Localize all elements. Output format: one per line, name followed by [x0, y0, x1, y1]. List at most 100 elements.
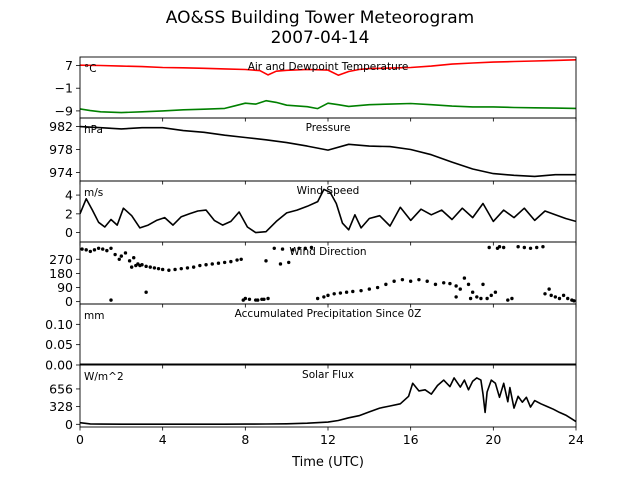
- x-tick-label: 4: [159, 432, 167, 447]
- series-line: [80, 59, 576, 76]
- panel-unit-label: W/m^2: [84, 371, 124, 383]
- wind-direction-point: [479, 296, 483, 301]
- wind-direction-point: [566, 296, 570, 301]
- y-tick-label: 2: [65, 206, 73, 221]
- panel-data: [80, 377, 576, 426]
- wind-direction-point: [303, 246, 307, 250]
- y-tick-label: 978: [49, 142, 73, 157]
- series-line: [80, 125, 576, 178]
- chart-title: AO&SS Building Tower Meteorogram: [165, 8, 475, 28]
- wind-direction-point: [332, 292, 336, 296]
- wind-direction-point: [541, 245, 545, 249]
- panel-unit-label: mm: [84, 310, 104, 322]
- wind-direction-point: [522, 245, 527, 250]
- wind-direction-point: [510, 296, 514, 301]
- wind-direction-point: [280, 247, 285, 251]
- panel-pressure: 982 978 974 Pressure hPa: [49, 117, 577, 185]
- wind-direction-point: [92, 248, 97, 252]
- wind-direction-point: [241, 298, 245, 302]
- panel-title: Accumulated Precipitation Since 0Z: [235, 308, 422, 320]
- wind-direction-point: [179, 266, 183, 271]
- wind-direction-point: [384, 282, 388, 287]
- panel-data: [80, 125, 576, 178]
- chart-subtitle: 2007-04-14: [270, 28, 370, 48]
- panel-unit-label: °C: [84, 63, 97, 75]
- wind-direction-point: [344, 290, 349, 294]
- wind-direction-point: [287, 260, 291, 265]
- wind-direction-point: [129, 265, 134, 269]
- wind-direction-point: [547, 287, 551, 291]
- wind-direction-point: [185, 266, 190, 270]
- panel-precipitation: 0.10 0.05 0.00 Accumulated Precipitation Si…: [45, 303, 577, 373]
- y-tick-label: 90: [57, 280, 73, 295]
- x-tick-label: 8: [241, 432, 249, 447]
- panel-frame: [79, 364, 577, 428]
- wind-direction-point: [84, 248, 88, 252]
- wind-direction-point: [561, 293, 566, 298]
- wind-direction-point: [109, 298, 113, 302]
- panel-unit-label: m/s: [84, 187, 103, 199]
- y-tick-label: 270: [49, 252, 73, 267]
- series-line: [80, 188, 576, 234]
- panel-title: Wind Direction: [289, 246, 366, 258]
- wind-direction-point: [264, 259, 268, 263]
- wind-direction-point: [198, 263, 202, 268]
- wind-direction-point: [191, 265, 196, 269]
- wind-direction-point: [160, 267, 165, 272]
- wind-direction-point: [549, 293, 553, 298]
- y-tick-label: −9: [55, 103, 73, 118]
- panel-title: Wind Speed: [297, 185, 360, 197]
- wind-direction-point: [229, 259, 233, 264]
- wind-direction-point: [148, 265, 152, 269]
- wind-direction-point: [528, 246, 533, 250]
- wind-direction-point: [400, 277, 405, 282]
- wind-direction-point: [458, 287, 462, 291]
- wind-direction-point: [425, 279, 429, 283]
- wind-direction-point: [501, 245, 506, 250]
- wind-direction-point: [322, 295, 326, 299]
- wind-direction-point: [239, 257, 243, 261]
- wind-direction-point: [326, 293, 330, 298]
- wind-direction-point: [375, 285, 380, 290]
- panel-data: [80, 59, 576, 114]
- wind-direction-point: [367, 287, 372, 291]
- panel-title: Solar Flux: [302, 369, 354, 381]
- panel-unit-label: hPa: [84, 124, 103, 136]
- wind-direction-point: [557, 296, 562, 301]
- y-tick-label: 328: [49, 399, 73, 414]
- wind-direction-point: [144, 290, 148, 294]
- y-tick-label: 0: [65, 417, 73, 432]
- wind-direction-point: [493, 290, 498, 294]
- wind-direction-point: [278, 262, 283, 266]
- wind-direction-point: [101, 247, 105, 251]
- wind-direction-point: [535, 245, 539, 250]
- x-tick-label: 0: [76, 432, 84, 447]
- panel-wind-speed: 4 2 0 Wind Speed m/s: [65, 180, 577, 246]
- wind-direction-point: [256, 298, 260, 302]
- wind-direction-point: [167, 268, 171, 272]
- y-tick-label: 0: [65, 225, 73, 240]
- x-axis-label: Time (UTC): [291, 455, 364, 470]
- wind-direction-point: [516, 245, 520, 249]
- wind-direction-point: [247, 297, 252, 301]
- wind-direction-point: [262, 297, 266, 301]
- x-tick-label: 20: [485, 432, 501, 447]
- wind-direction-point: [309, 245, 314, 250]
- wind-direction-point: [140, 263, 144, 267]
- wind-direction-point: [462, 276, 467, 280]
- y-tick-label: 974: [49, 165, 73, 180]
- wind-direction-point: [468, 296, 473, 301]
- y-tick-label: 180: [49, 266, 73, 281]
- panel-solar-flux: 656 328 0 Solar Flux W/m^2: [49, 364, 577, 432]
- y-tick-label: −1: [55, 81, 73, 96]
- wind-direction-point: [454, 284, 458, 288]
- wind-direction-point: [487, 245, 491, 250]
- wind-direction-point: [88, 249, 93, 254]
- wind-direction-point: [144, 264, 148, 269]
- wind-direction-point: [475, 295, 479, 299]
- wind-direction-point: [454, 295, 458, 299]
- wind-direction-point: [105, 248, 109, 253]
- wind-direction-point: [216, 261, 221, 265]
